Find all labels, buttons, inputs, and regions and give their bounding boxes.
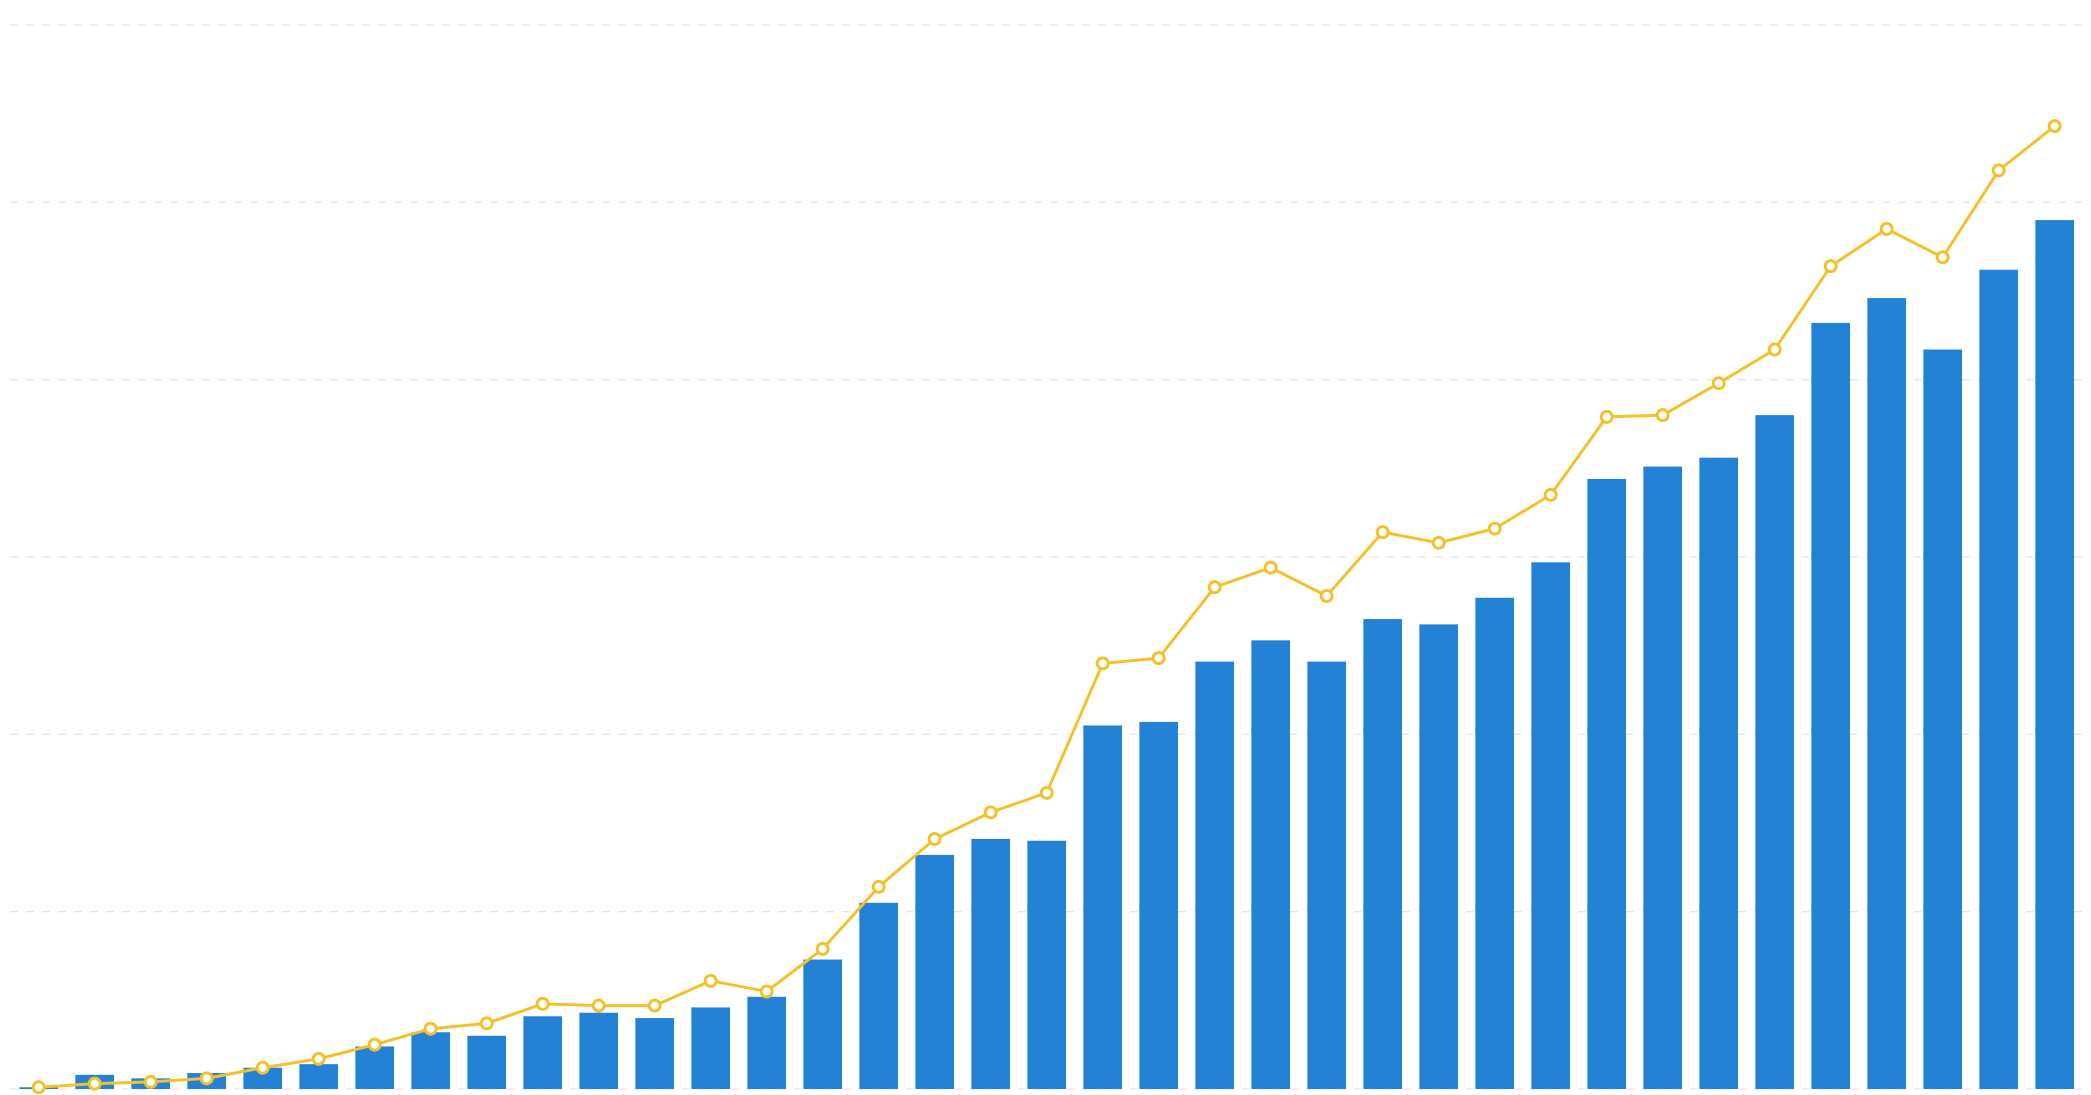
point [31, 1080, 46, 1095]
point [1935, 250, 1950, 265]
point [983, 805, 998, 820]
bar [1475, 597, 1515, 1089]
point [479, 1016, 494, 1031]
bar [859, 902, 899, 1089]
bar [1587, 478, 1627, 1089]
bar [691, 1007, 731, 1089]
point [759, 984, 774, 999]
point [647, 998, 662, 1013]
bar [1363, 619, 1403, 1089]
point [1095, 656, 1110, 671]
bar [635, 1018, 675, 1089]
point [535, 996, 550, 1011]
point [1207, 580, 1222, 595]
point [1599, 409, 1614, 424]
bar [915, 854, 955, 1089]
bar [747, 996, 787, 1089]
bar [1699, 457, 1739, 1089]
point [1151, 651, 1166, 666]
point [1375, 525, 1390, 540]
bar [1531, 562, 1571, 1089]
point [1711, 376, 1726, 391]
point [1431, 535, 1446, 550]
point [815, 941, 830, 956]
point [1879, 221, 1894, 236]
bar [355, 1046, 395, 1089]
point [87, 1076, 102, 1091]
bar [971, 838, 1011, 1089]
bar [243, 1067, 283, 1089]
bar [1643, 466, 1683, 1089]
point [703, 973, 718, 988]
point [1823, 259, 1838, 274]
point [1319, 589, 1334, 604]
point [255, 1060, 270, 1075]
point [591, 998, 606, 1013]
point [143, 1074, 158, 1089]
bar [1755, 415, 1795, 1090]
point [367, 1037, 382, 1052]
point [1991, 163, 2006, 178]
point [311, 1051, 326, 1066]
bar [467, 1035, 507, 1089]
bar [1195, 661, 1235, 1089]
bar [1083, 725, 1123, 1089]
point [1263, 560, 1278, 575]
bar [411, 1032, 451, 1089]
bar [1027, 840, 1067, 1089]
bar [579, 1012, 619, 1089]
bar [803, 959, 843, 1089]
bar [299, 1064, 339, 1089]
point [1487, 521, 1502, 536]
point [1039, 785, 1054, 800]
bar [1307, 661, 1347, 1089]
bar [523, 1016, 563, 1089]
bar [1867, 298, 1907, 1089]
bar [1139, 721, 1179, 1089]
point [2047, 119, 2062, 134]
bar [1419, 624, 1459, 1089]
point [1655, 408, 1670, 423]
bar [1251, 640, 1291, 1089]
point [199, 1071, 214, 1086]
point [1767, 342, 1782, 357]
point [871, 879, 886, 894]
bar [1979, 269, 2019, 1090]
bar [2035, 220, 2075, 1090]
point [927, 831, 942, 846]
point [1543, 487, 1558, 502]
bar [1811, 322, 1851, 1089]
point [423, 1021, 438, 1036]
bar [1923, 349, 1963, 1089]
